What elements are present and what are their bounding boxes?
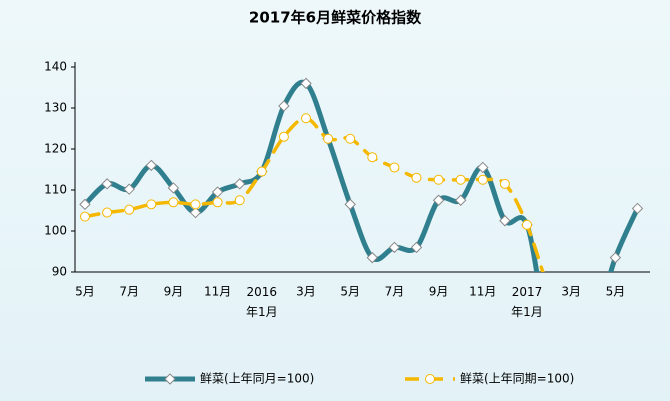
point bbox=[522, 219, 532, 230]
point bbox=[367, 152, 378, 163]
point bbox=[433, 174, 444, 185]
point bbox=[123, 183, 135, 195]
point bbox=[566, 316, 576, 326]
point bbox=[499, 215, 511, 227]
x-tick-label: 5月 bbox=[75, 285, 95, 299]
y-tick-label: 100 bbox=[44, 224, 67, 238]
point bbox=[344, 198, 356, 211]
point bbox=[145, 159, 158, 172]
point bbox=[477, 174, 488, 185]
point bbox=[545, 288, 554, 297]
point bbox=[79, 198, 91, 211]
x-tick-label: 11月 bbox=[469, 285, 496, 299]
point bbox=[425, 374, 435, 384]
point bbox=[410, 241, 423, 254]
point bbox=[411, 172, 422, 183]
x-tick-label: 9月 bbox=[429, 285, 449, 299]
x-tick-label: 2016 年1月 bbox=[246, 285, 278, 319]
y-tick-label: 130 bbox=[44, 101, 67, 115]
point bbox=[366, 251, 379, 264]
point bbox=[278, 131, 289, 142]
point bbox=[588, 320, 598, 330]
x-tick-label: 3月 bbox=[296, 285, 316, 299]
point bbox=[102, 207, 113, 218]
point bbox=[389, 162, 400, 173]
point bbox=[609, 251, 622, 264]
point bbox=[278, 100, 290, 112]
point bbox=[234, 195, 245, 206]
point bbox=[432, 194, 445, 206]
point bbox=[300, 77, 312, 90]
y-tick-label: 120 bbox=[44, 142, 67, 156]
x-tick-label: 9月 bbox=[164, 285, 184, 299]
series-line bbox=[82, 79, 640, 272]
point bbox=[168, 197, 179, 208]
point bbox=[301, 113, 311, 124]
x-tick-label: 2017 年1月 bbox=[511, 285, 543, 319]
legend-label: 鲜菜(上年同月=100) bbox=[200, 372, 314, 386]
point bbox=[167, 182, 180, 194]
legend-label: 鲜菜(上年同期=100) bbox=[460, 372, 574, 386]
point bbox=[190, 199, 201, 210]
point bbox=[455, 174, 466, 185]
chart-title: 2017年6月鲜菜价格指数 bbox=[249, 9, 422, 27]
point bbox=[388, 241, 401, 254]
point bbox=[101, 178, 113, 190]
point bbox=[544, 329, 554, 339]
point bbox=[233, 178, 246, 190]
point bbox=[212, 197, 223, 208]
y-tick-label: 140 bbox=[44, 60, 67, 74]
point bbox=[146, 199, 157, 210]
series-line bbox=[83, 116, 545, 272]
y-tick-label: 110 bbox=[44, 183, 67, 197]
point bbox=[189, 206, 202, 219]
y-tick-label: 90 bbox=[52, 265, 67, 279]
x-tick-label: 7月 bbox=[385, 285, 405, 299]
point bbox=[124, 204, 135, 215]
point bbox=[454, 194, 467, 206]
point bbox=[80, 211, 90, 222]
x-tick-label: 5月 bbox=[340, 285, 360, 299]
point bbox=[631, 202, 644, 215]
point bbox=[345, 133, 356, 144]
point bbox=[323, 133, 334, 144]
plot-area bbox=[79, 77, 644, 339]
x-tick-label: 7月 bbox=[119, 285, 139, 299]
x-tick-label: 11月 bbox=[204, 285, 231, 299]
x-tick-label: 5月 bbox=[606, 285, 626, 299]
point bbox=[211, 186, 224, 198]
point bbox=[164, 373, 176, 385]
point bbox=[256, 166, 267, 177]
x-tick-label: 3月 bbox=[561, 285, 581, 299]
point bbox=[477, 161, 489, 174]
point bbox=[499, 178, 510, 189]
